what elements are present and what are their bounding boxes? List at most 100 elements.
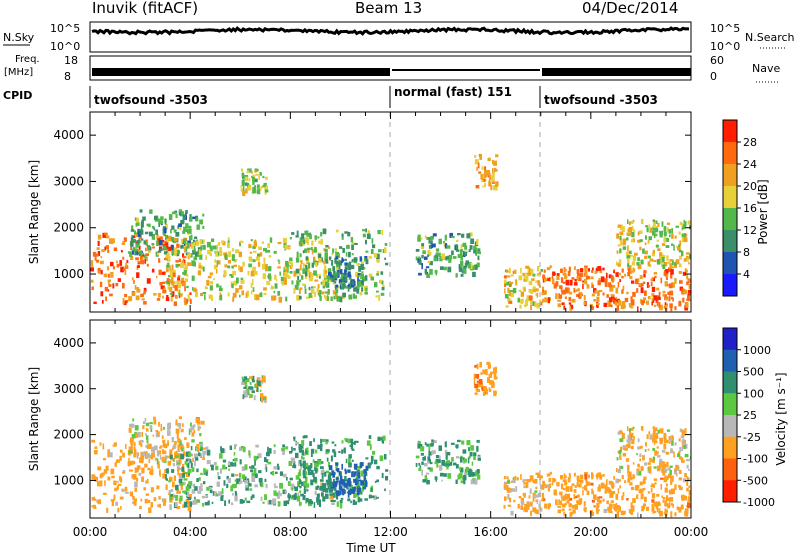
echo-cell: [305, 471, 308, 476]
echo-cell: [284, 272, 288, 278]
y-tick-label: 4000: [53, 336, 84, 350]
echo-cell: [424, 442, 427, 446]
echo-cell: [177, 276, 180, 282]
echo-cell: [676, 472, 678, 477]
echo-cell: [376, 479, 379, 483]
echo-cell: [308, 277, 313, 282]
echo-cell: [525, 265, 530, 269]
echo-cell: [670, 266, 674, 269]
echo-cell: [432, 450, 436, 455]
echo-cell: [576, 275, 579, 281]
echo-cell: [148, 459, 151, 463]
echo-cell: [199, 254, 203, 260]
echo-cell: [294, 492, 297, 497]
echo-cell: [577, 277, 582, 281]
echo-cell: [664, 487, 668, 493]
echo-cell: [299, 444, 304, 449]
echo-cell: [556, 273, 560, 278]
echo-cell: [285, 446, 289, 450]
echo-cell: [435, 455, 440, 459]
echo-cell: [209, 252, 212, 257]
echo-cell: [523, 274, 526, 281]
echo-cell: [620, 239, 623, 246]
echo-cell: [506, 270, 509, 273]
echo-cell: [138, 252, 141, 257]
echo-cell: [476, 239, 479, 245]
echo-cell: [321, 473, 324, 479]
echo-cell: [640, 426, 644, 431]
echo-cell: [583, 507, 586, 512]
echo-cell: [671, 228, 673, 234]
echo-cell: [684, 221, 687, 227]
echo-cell: [124, 486, 128, 492]
echo-cell: [239, 241, 241, 247]
echo-cell: [662, 497, 666, 500]
echo-cell: [133, 474, 136, 479]
echo-cell: [128, 458, 130, 464]
echo-cell: [274, 274, 277, 280]
echo-cell: [269, 499, 272, 505]
echo-cell: [287, 481, 291, 486]
echo-cell: [686, 281, 689, 286]
echo-cell: [317, 236, 320, 239]
echo-cell: [616, 457, 619, 461]
echo-cell: [490, 179, 495, 183]
echo-cell: [347, 481, 351, 487]
echo-cell: [647, 255, 651, 259]
echo-cell: [305, 483, 310, 488]
echo-cell: [637, 470, 642, 476]
echo-cell: [252, 245, 256, 249]
echo-cell: [168, 235, 172, 242]
echo-cell: [267, 446, 269, 453]
echo-cell: [354, 493, 359, 497]
echo-cell: [284, 245, 288, 250]
echo-cell: [136, 452, 139, 458]
y-tick-label: 4000: [53, 128, 84, 142]
echo-cell: [137, 261, 142, 264]
echo-cell: [321, 291, 325, 295]
echo-cell: [208, 485, 213, 488]
echo-cell: [638, 230, 643, 234]
echo-cell: [291, 495, 295, 498]
echo-cell: [473, 456, 476, 461]
echo-cell: [481, 166, 484, 170]
echo-cell: [156, 234, 159, 240]
echo-cell: [453, 256, 457, 259]
echo-cell: [542, 298, 545, 303]
echo-cell: [662, 470, 666, 476]
echo-cell: [663, 236, 667, 243]
echo-cell: [632, 255, 635, 258]
echo-cell: [682, 297, 685, 303]
echo-cell: [282, 473, 287, 478]
echo-cell: [344, 258, 347, 261]
echo-cell: [151, 243, 155, 246]
echo-cell: [338, 470, 341, 476]
echo-cell: [560, 286, 563, 292]
echo-cell: [160, 285, 164, 290]
echo-cell: [668, 489, 673, 495]
echo-cell: [176, 466, 180, 469]
echo-cell: [295, 268, 300, 274]
echo-cell: [616, 250, 619, 254]
echo-cell: [127, 461, 131, 467]
echo-cell: [190, 462, 193, 469]
echo-cell: [557, 299, 562, 302]
echo-cell: [169, 269, 173, 275]
echo-cell: [136, 240, 139, 243]
echo-cell: [586, 481, 591, 486]
echo-cell: [277, 241, 282, 245]
echo-cell: [183, 261, 186, 266]
echo-cell: [269, 237, 273, 243]
echo-cell: [356, 487, 360, 493]
echo-cell: [324, 269, 327, 274]
echo-cell: [635, 278, 639, 283]
echo-cell: [184, 437, 187, 440]
echo-cell: [223, 270, 227, 276]
echo-cell: [524, 272, 529, 275]
echo-cell: [187, 468, 192, 474]
echo-cell: [463, 475, 467, 481]
echo-cell: [419, 258, 422, 262]
echo-cell: [164, 256, 168, 259]
echo-cell: [171, 250, 175, 255]
echo-cell: [101, 299, 104, 304]
